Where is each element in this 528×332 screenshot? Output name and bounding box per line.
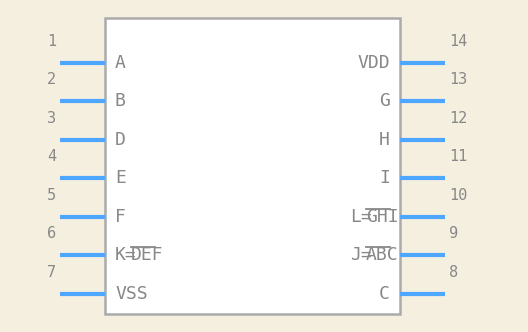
Text: J=: J= bbox=[350, 246, 372, 264]
Text: H: H bbox=[379, 131, 390, 149]
Bar bbox=[105, 18, 400, 314]
Text: DEF: DEF bbox=[131, 246, 164, 264]
Text: 1: 1 bbox=[47, 34, 56, 49]
Text: F: F bbox=[115, 208, 126, 226]
Text: 8: 8 bbox=[449, 265, 458, 280]
Text: 2: 2 bbox=[47, 72, 56, 87]
Text: 13: 13 bbox=[449, 72, 467, 87]
Text: L=: L= bbox=[350, 208, 372, 226]
Text: 3: 3 bbox=[47, 111, 56, 126]
Text: C: C bbox=[379, 285, 390, 303]
Text: 10: 10 bbox=[449, 188, 467, 203]
Text: K=: K= bbox=[115, 246, 137, 264]
Text: GHI: GHI bbox=[366, 208, 399, 226]
Text: 4: 4 bbox=[47, 149, 56, 164]
Text: 12: 12 bbox=[449, 111, 467, 126]
Text: 6: 6 bbox=[47, 226, 56, 241]
Text: 11: 11 bbox=[449, 149, 467, 164]
Text: 9: 9 bbox=[449, 226, 458, 241]
Text: A: A bbox=[115, 54, 126, 72]
Text: G: G bbox=[379, 92, 390, 110]
Text: E: E bbox=[115, 169, 126, 187]
Text: I: I bbox=[379, 169, 390, 187]
Text: B: B bbox=[115, 92, 126, 110]
Text: ABC: ABC bbox=[366, 246, 399, 264]
Text: VDD: VDD bbox=[357, 54, 390, 72]
Text: VSS: VSS bbox=[115, 285, 148, 303]
Text: 7: 7 bbox=[47, 265, 56, 280]
Text: 5: 5 bbox=[47, 188, 56, 203]
Text: 14: 14 bbox=[449, 34, 467, 49]
Text: D: D bbox=[115, 131, 126, 149]
